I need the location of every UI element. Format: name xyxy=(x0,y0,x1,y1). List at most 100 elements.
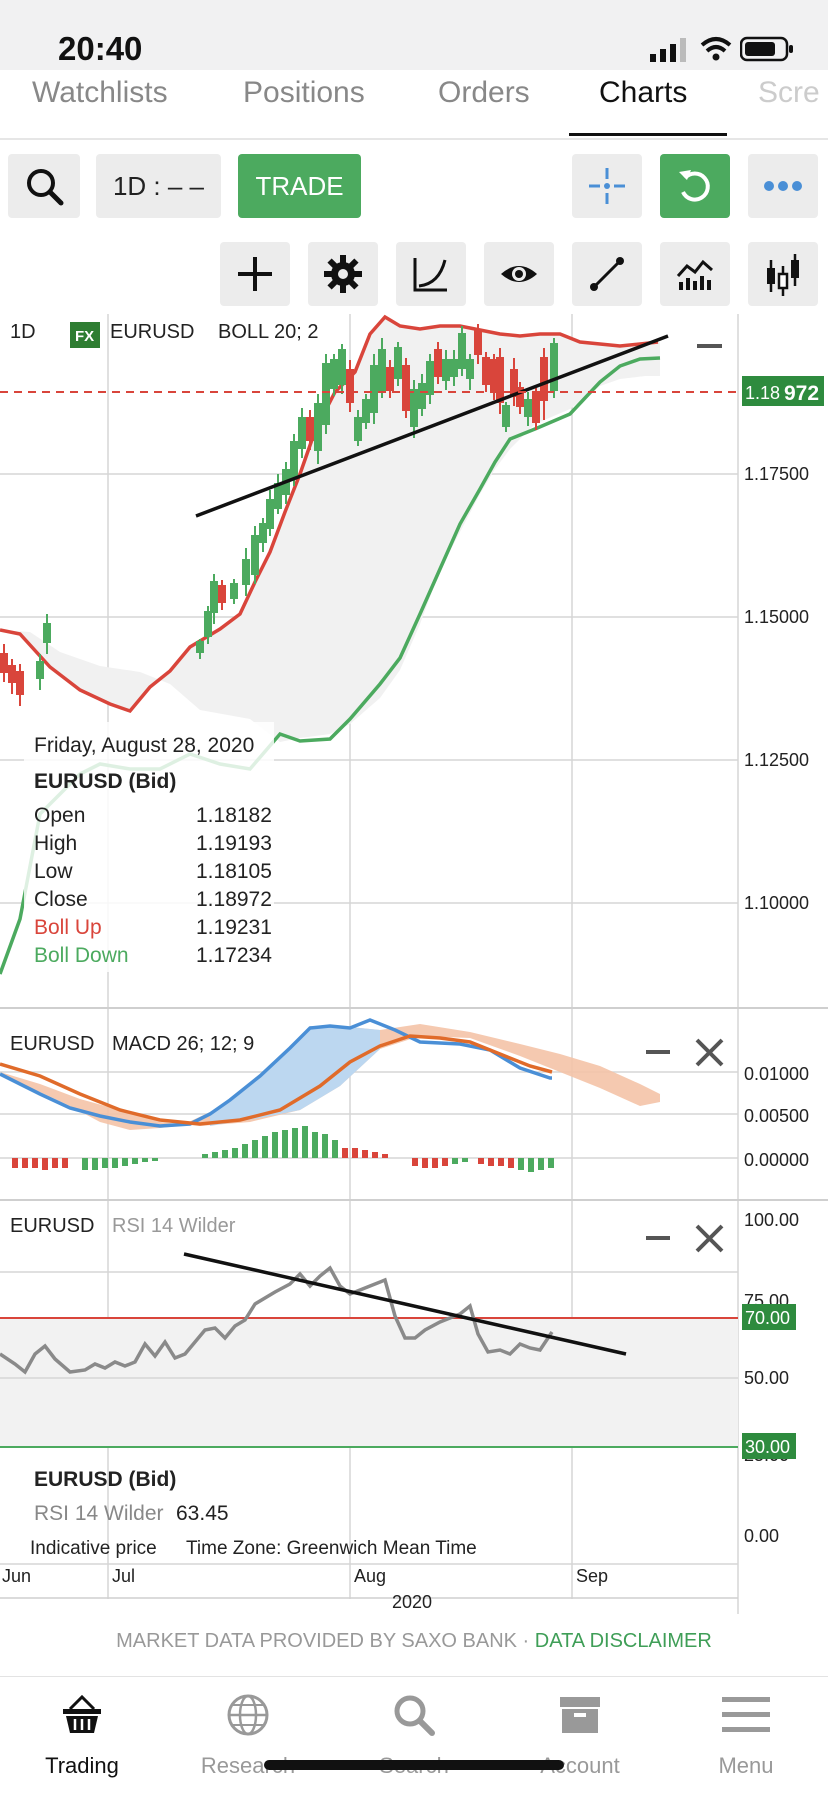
main-tabs: Watchlists Positions Orders Charts Scre xyxy=(0,70,828,140)
crosshair-icon xyxy=(589,168,625,204)
tooltip-row: Open 1.18182 xyxy=(34,804,274,828)
rsi-band xyxy=(0,1318,738,1448)
nav-trading[interactable]: Trading xyxy=(12,1677,152,1793)
trade-button[interactable]: TRADE xyxy=(238,154,361,218)
chart-indicator-label[interactable]: BOLL 20; 2 xyxy=(218,321,318,343)
draw-line-button[interactable] xyxy=(572,242,642,306)
rsi-close-icon[interactable] xyxy=(695,1224,724,1253)
nav-research[interactable]: Research xyxy=(178,1677,318,1793)
rsi-axis-label: 50.00 xyxy=(744,1368,789,1388)
globe-icon xyxy=(227,1694,269,1736)
add-indicator-button[interactable] xyxy=(220,242,290,306)
bottom-nav: Trading Research Search Account xyxy=(0,1676,828,1793)
tooltip-value: 1.18182 xyxy=(196,804,272,827)
price-axis-label: 1.10000 xyxy=(744,893,809,913)
tooltip-label: Boll Up xyxy=(34,916,102,939)
tab-charts[interactable]: Charts xyxy=(599,76,688,109)
rsi-axis-label: 0.00 xyxy=(744,1526,779,1546)
nav-account[interactable]: Account xyxy=(510,1677,650,1793)
macd-indicator-label[interactable]: MACD 26; 12; 9 xyxy=(112,1033,254,1055)
tooltip-label: Boll Down xyxy=(34,944,129,967)
tooltip-label: Close xyxy=(34,888,88,911)
macd-line xyxy=(0,1018,552,1128)
macd-axis-label: 0.00500 xyxy=(744,1106,809,1126)
nav-label: Trading xyxy=(45,1753,119,1778)
candle-type-button[interactable] xyxy=(748,242,818,306)
home-indicator xyxy=(264,1760,564,1770)
search-icon xyxy=(27,169,64,206)
indicative-price-label: Indicative price xyxy=(30,1538,157,1559)
chart-canvas[interactable]: 1D FX EURUSD BOLL 20; 2 1.18 972 1.17500… xyxy=(0,314,828,1614)
tooltip-row: Close 1.18972 xyxy=(34,888,274,912)
tooltip-instrument: EURUSD (Bid) xyxy=(34,770,177,793)
trendline-main[interactable] xyxy=(195,334,669,518)
indicator-icon xyxy=(676,259,713,290)
rsi-info-label: RSI 14 Wilder xyxy=(34,1502,164,1525)
rsi-tag-low xyxy=(742,1433,796,1459)
bollinger-band-fill xyxy=(0,317,660,742)
price-axis-label: 1.17500 xyxy=(744,464,809,484)
nav-search[interactable]: Search xyxy=(344,1677,484,1793)
nav-menu[interactable]: Menu xyxy=(676,1677,816,1793)
timezone-label: Time Zone: Greenwich Mean Time xyxy=(186,1538,477,1559)
price-axis-label: 1.12500 xyxy=(744,750,809,770)
candles-icon xyxy=(767,254,799,296)
month-label: Jun xyxy=(2,1566,31,1586)
rsi-tag-high xyxy=(742,1304,796,1330)
rsi-tag-high-label: 70.00 xyxy=(745,1308,790,1328)
status-time: 20:40 xyxy=(58,30,143,67)
search-icon xyxy=(394,1695,435,1736)
price-tag-right: 972 xyxy=(784,382,819,405)
tab-orders[interactable]: Orders xyxy=(438,76,530,109)
battery-icon xyxy=(740,36,793,62)
refresh-button[interactable] xyxy=(660,154,730,218)
more-button[interactable] xyxy=(748,154,818,218)
month-label: Jul xyxy=(112,1566,135,1586)
crosshair-button[interactable] xyxy=(572,154,642,218)
draw-line-icon xyxy=(590,257,624,291)
tab-screener[interactable]: Scre xyxy=(758,76,820,109)
price-tag-left: 1.18 xyxy=(745,383,780,403)
chart-settings-button[interactable] xyxy=(308,242,378,306)
visibility-button[interactable] xyxy=(484,242,554,306)
data-disclaimer-link[interactable]: DATA DISCLAIMER xyxy=(534,1630,712,1652)
fx-badge xyxy=(70,322,100,348)
account-box-icon xyxy=(560,1697,600,1733)
tooltip-label: High xyxy=(34,832,78,855)
rsi-indicator-label[interactable]: RSI 14 Wilder xyxy=(112,1215,236,1237)
more-icon xyxy=(764,181,802,191)
eye-icon xyxy=(501,266,537,282)
add-icon xyxy=(238,257,272,291)
search-button[interactable] xyxy=(8,154,80,218)
macd-axis-label: 0.00000 xyxy=(744,1150,809,1170)
tooltip-value: 1.18105 xyxy=(196,860,272,883)
tooltip-label: Low xyxy=(34,860,73,883)
menu-icon xyxy=(722,1697,770,1732)
indicator-button[interactable] xyxy=(660,242,730,306)
settings-icon xyxy=(324,255,362,293)
tooltip-value: 1.18972 xyxy=(196,888,272,911)
price-tag xyxy=(742,376,824,406)
interval-selector[interactable]: 1D : – – xyxy=(96,154,221,218)
candlestick-series xyxy=(0,324,558,706)
tab-positions[interactable]: Positions xyxy=(243,76,365,109)
macd-blue-fill xyxy=(210,1026,380,1126)
year-label: 2020 xyxy=(392,1592,432,1612)
macd-close-icon[interactable] xyxy=(695,1038,724,1067)
rsi-line xyxy=(0,1265,554,1375)
rsi-info-instrument: EURUSD (Bid) xyxy=(34,1468,177,1491)
status-bar: 20:40 xyxy=(0,0,828,70)
tooltip-row: Boll Down 1.17234 xyxy=(34,944,274,968)
tooltip-label: Open xyxy=(34,804,86,827)
macd-histogram xyxy=(12,1126,554,1172)
macd-signal-line xyxy=(0,1034,553,1126)
month-label: Aug xyxy=(354,1566,386,1586)
rsi-info-value: 63.45 xyxy=(176,1502,229,1525)
trendline-rsi[interactable] xyxy=(183,1252,627,1356)
tab-watchlists[interactable]: Watchlists xyxy=(32,76,168,109)
tooltip-row: High 1.19193 xyxy=(34,832,274,856)
signal-icon xyxy=(650,38,686,62)
refresh-icon xyxy=(679,170,710,202)
curve-button[interactable] xyxy=(396,242,466,306)
tooltip-row: Boll Up 1.19231 xyxy=(34,916,274,940)
